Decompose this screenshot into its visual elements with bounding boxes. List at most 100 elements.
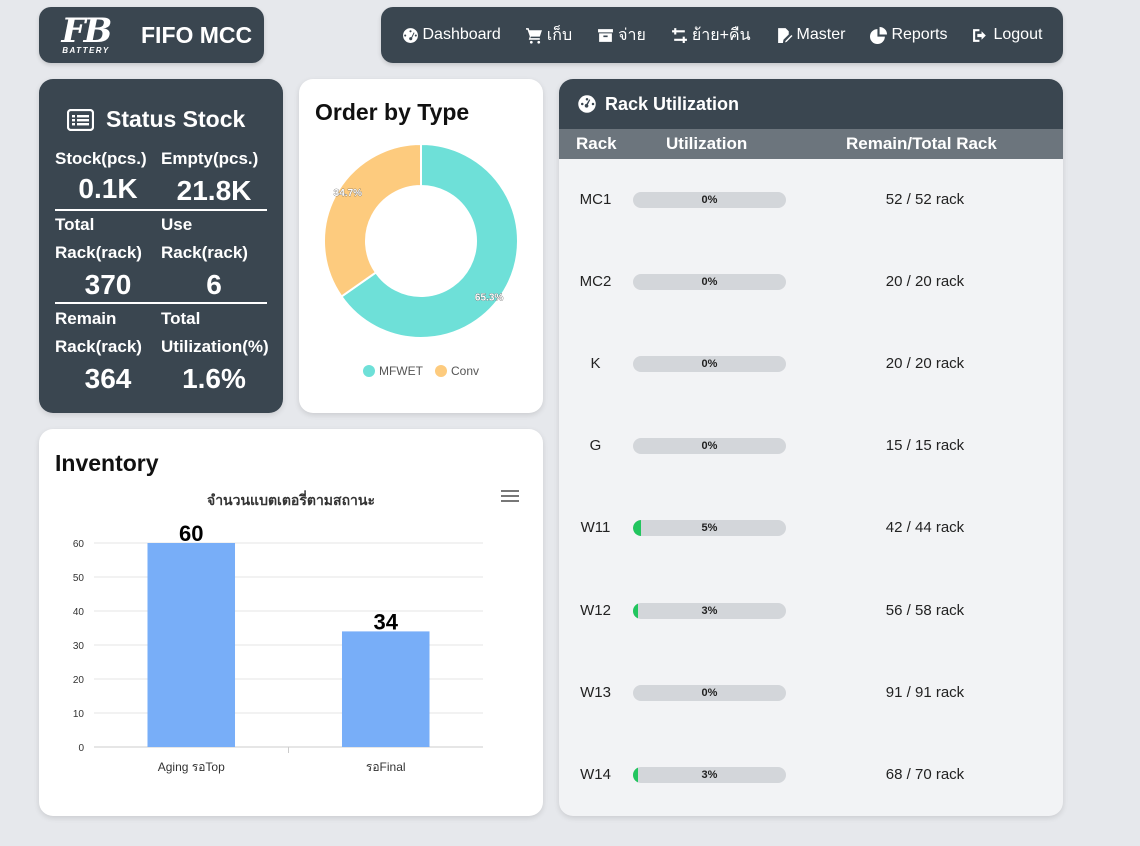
nav-label: Dashboard — [422, 26, 501, 43]
utilization-bar: 0% — [633, 192, 786, 208]
rack-name: W11 — [580, 519, 611, 536]
utilization-bar: 0% — [633, 438, 786, 454]
legend-marker — [434, 365, 447, 377]
bar[interactable] — [147, 543, 236, 747]
status-stock-title-text: Status Stock — [106, 106, 246, 132]
logout-icon — [973, 28, 987, 42]
remain-rack-label-line2: Rack(rack) — [55, 337, 142, 356]
rack-table-header: Rack Utilization Remain/Total Rack — [559, 129, 1063, 159]
pie-chart-icon — [870, 26, 888, 44]
nav-master[interactable]: Master — [776, 26, 846, 44]
inventory-card: Inventory จำนวนแบตเตอรี่ตามสถานะ 0 10 20 30… — [39, 429, 543, 816]
rack-utilization-title: Rack Utilization — [605, 93, 740, 114]
rack-row-w14: W14 3% 68 / 70 rack — [559, 760, 1063, 790]
remain-rack-label-line1: Remain — [55, 309, 117, 328]
rack-name: MC2 — [579, 273, 612, 290]
rack-row-mc2: MC2 0% 20 / 20 rack — [559, 267, 1063, 297]
rack-remain-total: 68 / 70 rack — [885, 766, 965, 783]
brand-box: FB BATTERY FIFO MCC — [39, 7, 264, 63]
transfer-icon — [671, 27, 687, 43]
utilization-bar: 0% — [633, 685, 786, 701]
column-header-remain-total: Remain/Total Rack — [846, 134, 997, 153]
bar-data-label: 60 — [179, 521, 203, 546]
gauge-icon — [578, 95, 596, 113]
inventory-title: Inventory — [55, 450, 159, 476]
y-tick-label: 0 — [78, 743, 84, 754]
cart-icon — [525, 27, 542, 44]
donut-slice-mfwet[interactable] — [340, 142, 519, 339]
x-tick-label: รอFinal — [366, 760, 406, 774]
divider — [55, 209, 267, 211]
utilization-percent: 0% — [701, 276, 718, 288]
slice-value-label: 34.7% — [334, 188, 362, 199]
legend-item-conv[interactable]: Conv — [434, 364, 479, 378]
hamburger-menu-icon[interactable] — [501, 490, 519, 504]
edit-file-icon — [777, 27, 793, 43]
y-tick-label: 30 — [73, 641, 85, 652]
y-tick-label: 60 — [73, 539, 85, 550]
nav-transfer-return[interactable]: ย้าย+คืน — [671, 23, 751, 48]
divider — [55, 302, 267, 304]
utilization-bar: 3% — [633, 603, 786, 619]
rack-remain-total: 91 / 91 rack — [885, 684, 965, 701]
stock-value: 0.1K — [78, 173, 138, 204]
rack-name: G — [589, 437, 602, 454]
status-stock-title: Status Stock — [67, 106, 245, 133]
remain-rack-value: 364 — [84, 363, 132, 394]
status-stock-card: Status Stock Stock(pcs.) Empty(pcs.) 0.1… — [39, 79, 283, 413]
rack-name: W12 — [580, 602, 611, 619]
rack-utilization-header: Rack Utilization — [559, 79, 1063, 129]
utilization-value: 1.6% — [182, 363, 246, 394]
legend-item-mfwet[interactable]: MFWET — [362, 364, 423, 378]
x-tick-label: Aging รอTop — [158, 760, 225, 774]
y-tick-label: 50 — [73, 573, 85, 584]
column-header-utilization: Utilization — [666, 134, 748, 153]
utilization-percent: 0% — [701, 440, 718, 452]
rack-utilization-card: Rack Utilization Rack Utilization Remain… — [559, 79, 1063, 816]
total-rack-label-line1: Total — [55, 215, 95, 234]
nav-label: Logout — [993, 26, 1043, 43]
rack-row-k: K 0% 20 / 20 rack — [559, 349, 1063, 379]
nav-logout[interactable]: Logout — [972, 26, 1042, 44]
nav-label: Master — [796, 26, 846, 43]
app-title: FIFO MCC — [141, 21, 253, 48]
donut-slice-conv[interactable] — [323, 142, 422, 298]
nav-label: ย้าย+คืน — [691, 26, 751, 44]
rack-row-w12: W12 3% 56 / 58 rack — [559, 596, 1063, 626]
rack-remain-total: 42 / 44 rack — [885, 519, 965, 536]
empty-label: Empty(pcs.) — [161, 149, 259, 168]
logo-text: FB — [61, 10, 113, 51]
nav-reports[interactable]: Reports — [870, 26, 947, 44]
legend-label: Conv — [450, 364, 479, 378]
utilization-bar: 0% — [633, 274, 786, 290]
nav-issue[interactable]: จ่าย — [597, 23, 646, 48]
total-rack-label-line2: Rack(rack) — [55, 243, 142, 262]
bar[interactable] — [341, 631, 430, 747]
nav-store[interactable]: เก็บ — [525, 23, 573, 48]
top-navbar: Dashboard เก็บ จ่าย ย้าย+คืน Master Repo… — [381, 7, 1063, 63]
utilization-bar-fill — [633, 767, 638, 783]
utilization-label-line1: Total — [161, 309, 201, 328]
rack-remain-total: 20 / 20 rack — [885, 273, 965, 290]
rack-name: W14 — [580, 766, 611, 783]
nav-label: จ่าย — [618, 26, 646, 44]
order-by-type-card: Order by Type 65.3% 34.7% MFWET Conv — [299, 79, 543, 413]
fb-battery-logo: FB BATTERY — [53, 14, 119, 56]
utilization-label-line2: Utilization(%) — [161, 337, 269, 356]
order-by-type-title: Order by Type — [315, 99, 470, 125]
list-icon — [67, 108, 94, 131]
use-rack-value: 6 — [206, 269, 222, 300]
y-tick-label: 10 — [73, 709, 85, 720]
total-rack-value: 370 — [84, 269, 132, 300]
use-rack-label-line2: Rack(rack) — [161, 243, 248, 262]
utilization-percent: 0% — [701, 194, 718, 206]
slice-value-label: 65.3% — [475, 293, 503, 304]
nav-dashboard[interactable]: Dashboard — [402, 26, 501, 44]
nav-label: เก็บ — [546, 26, 573, 44]
rack-row-w11: W11 5% 42 / 44 rack — [559, 513, 1063, 543]
utilization-bar-fill — [633, 520, 641, 536]
use-rack-label-line1: Use — [161, 215, 193, 234]
utilization-percent: 0% — [701, 358, 718, 370]
utilization-percent: 5% — [701, 522, 718, 534]
rack-remain-total: 56 / 58 rack — [885, 602, 965, 619]
